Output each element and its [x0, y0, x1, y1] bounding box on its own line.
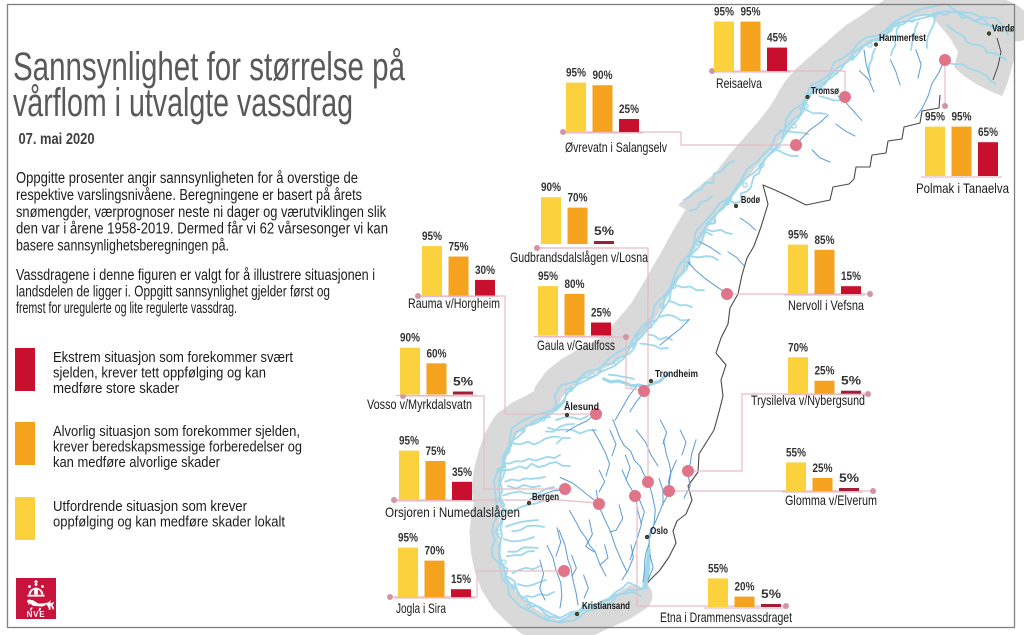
svg-text:55%: 55%: [786, 445, 806, 459]
svg-text:Jogla i Sira: Jogla i Sira: [396, 600, 446, 616]
svg-text:snømengder, værprognoser neste: snømengder, værprognoser neste ni dager …: [16, 204, 386, 221]
svg-text:25%: 25%: [813, 461, 833, 475]
svg-text:NVE: NVE: [27, 610, 46, 619]
svg-text:95%: 95%: [925, 110, 945, 124]
svg-text:krever beredskapsmessige forbe: krever beredskapsmessige forberedelser o…: [53, 439, 302, 456]
svg-text:55%: 55%: [708, 561, 728, 575]
svg-text:95%: 95%: [399, 434, 419, 448]
svg-text:Vosso v/Myrkdalsvatn: Vosso v/Myrkdalsvatn: [367, 396, 472, 412]
svg-text:5%: 5%: [761, 587, 781, 601]
svg-text:15%: 15%: [451, 572, 471, 586]
svg-text:95%: 95%: [741, 5, 761, 19]
svg-text:vårflom i utvalgte vassdrag: vårflom i utvalgte vassdrag: [13, 81, 353, 125]
svg-text:Orsjoren i Numedalslågen: Orsjoren i Numedalslågen: [385, 504, 520, 520]
svg-text:fremst for uregulerte og lite: fremst for uregulerte og lite regulerte …: [16, 300, 237, 317]
svg-text:95%: 95%: [952, 110, 972, 124]
svg-text:07. mai 2020: 07. mai 2020: [19, 131, 95, 148]
svg-text:25%: 25%: [591, 306, 611, 320]
svg-text:70%: 70%: [425, 544, 445, 558]
svg-text:respektive varslingsnivåene. B: respektive varslingsnivåene. Beregningen…: [16, 187, 362, 204]
svg-text:Sannsynlighet for størrelse på: Sannsynlighet for størrelse på: [13, 45, 406, 89]
svg-text:25%: 25%: [815, 364, 835, 378]
svg-text:landsdelen de ligger i. Oppgit: landsdelen de ligger i. Oppgitt sannsynl…: [16, 283, 330, 300]
svg-text:Oslo: Oslo: [650, 526, 668, 537]
svg-text:Tromsø: Tromsø: [811, 86, 840, 97]
svg-text:25%: 25%: [619, 102, 639, 116]
svg-text:65%: 65%: [978, 125, 998, 139]
svg-text:60%: 60%: [427, 346, 447, 360]
svg-text:15%: 15%: [841, 269, 861, 283]
svg-text:90%: 90%: [593, 68, 613, 82]
svg-text:90%: 90%: [400, 331, 420, 345]
svg-text:Oppgitte prosenter angir sanns: Oppgitte prosenter angir sannsynligheten…: [16, 170, 358, 187]
svg-text:95%: 95%: [538, 269, 558, 283]
svg-text:Alvorlig situasjon som forekom: Alvorlig situasjon som forekommer sjelde…: [53, 423, 300, 440]
svg-text:90%: 90%: [541, 180, 561, 194]
svg-text:45%: 45%: [767, 31, 787, 45]
svg-text:95%: 95%: [566, 66, 586, 80]
svg-text:Gaula v/Gaulfoss: Gaula v/Gaulfoss: [537, 337, 615, 353]
svg-text:Polmak i Tanaelva: Polmak i Tanaelva: [916, 180, 1009, 196]
svg-text:70%: 70%: [568, 191, 588, 205]
svg-text:20%: 20%: [735, 580, 755, 594]
svg-text:Trysilelva v/Nybergsund: Trysilelva v/Nybergsund: [751, 392, 865, 408]
svg-text:95%: 95%: [714, 5, 734, 19]
svg-text:Hammerfest: Hammerfest: [879, 33, 927, 44]
svg-text:5%: 5%: [839, 471, 859, 485]
svg-text:Utfordrende situasjon som krev: Utfordrende situasjon som krever: [53, 498, 247, 515]
svg-text:5%: 5%: [453, 375, 473, 389]
svg-text:Bodø: Bodø: [741, 195, 761, 206]
svg-text:Trondheim: Trondheim: [655, 369, 698, 380]
svg-text:95%: 95%: [422, 229, 442, 243]
svg-text:Ekstrem situasjon som forekomm: Ekstrem situasjon som forekommer svært: [53, 349, 294, 366]
svg-text:Gudbrandsdalslågen v/Losna: Gudbrandsdalslågen v/Losna: [510, 249, 648, 265]
svg-text:Rauma v/Horgheim: Rauma v/Horgheim: [408, 295, 500, 311]
svg-text:85%: 85%: [815, 233, 835, 247]
svg-text:kan medføre alvorlige skader: kan medføre alvorlige skader: [53, 454, 220, 471]
svg-text:Bergen: Bergen: [532, 492, 559, 503]
svg-text:Vardø: Vardø: [992, 24, 1016, 35]
svg-text:sjelden, krever tett oppfølgin: sjelden, krever tett oppfølging og kan: [53, 365, 266, 382]
svg-text:5%: 5%: [841, 374, 861, 388]
svg-text:Øvrevatn i Salangselv: Øvrevatn i Salangselv: [565, 139, 667, 155]
svg-text:30%: 30%: [475, 263, 495, 277]
svg-text:80%: 80%: [565, 277, 585, 291]
svg-text:medføre store skader: medføre store skader: [53, 380, 179, 397]
svg-text:70%: 70%: [788, 340, 808, 354]
svg-text:Reisaelva: Reisaelva: [716, 75, 762, 91]
svg-text:5%: 5%: [594, 224, 614, 238]
svg-text:95%: 95%: [398, 531, 418, 545]
svg-text:75%: 75%: [449, 240, 469, 254]
svg-text:Nervoll i Vefsna: Nervoll i Vefsna: [788, 297, 864, 313]
svg-text:95%: 95%: [788, 228, 808, 242]
svg-text:Glomma v/Elverum: Glomma v/Elverum: [785, 492, 877, 508]
svg-text:Kristiansand: Kristiansand: [582, 601, 630, 612]
svg-text:den var i årene 1958-2019. De: den var i årene 1958-2019. Dermed får vi…: [16, 221, 388, 238]
svg-text:Vassdragene i denne figuren er: Vassdragene i denne figuren er valgt for…: [16, 267, 375, 284]
svg-text:basere sannsynlighetsberegning: basere sannsynlighetsberegningen på.: [16, 238, 229, 255]
svg-text:75%: 75%: [426, 444, 446, 458]
svg-text:35%: 35%: [452, 465, 472, 479]
svg-text:Etna i Drammensvassdraget: Etna i Drammensvassdraget: [660, 609, 792, 625]
svg-text:oppfølging og kan medføre skad: oppfølging og kan medføre skader lokalt: [53, 514, 286, 531]
svg-text:Ålesund: Ålesund: [564, 400, 599, 413]
